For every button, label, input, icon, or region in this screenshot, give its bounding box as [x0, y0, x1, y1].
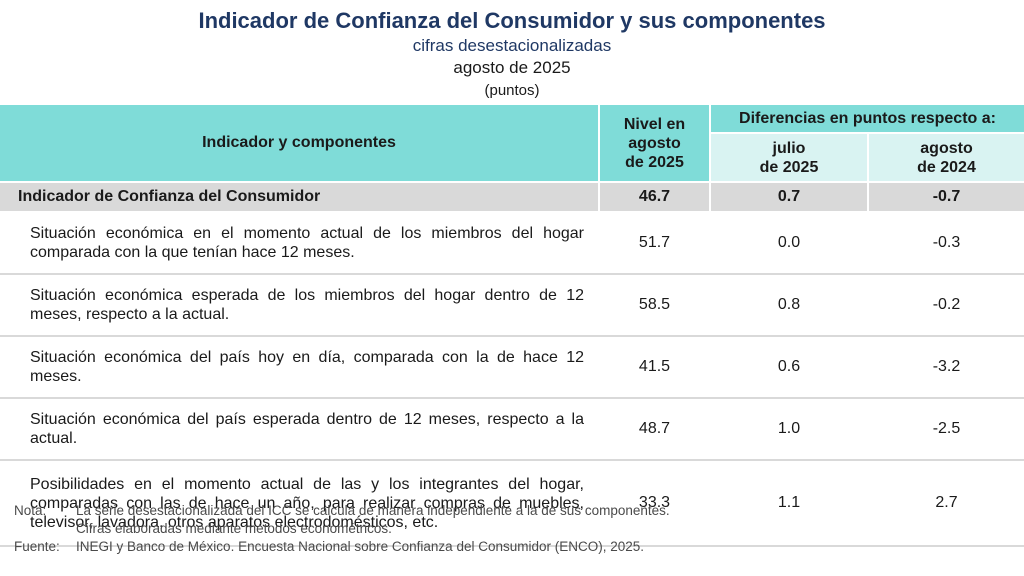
header-level-line: agosto: [628, 134, 681, 152]
footnotes: Nota: La serie desestacionalizada del IC…: [14, 502, 1014, 556]
table-row: Situación económica del país hoy en día,…: [0, 336, 1024, 399]
row-diff-july: 0.0: [710, 212, 869, 275]
header-august-line: agosto: [920, 139, 973, 157]
row-name: Indicador de Confianza del Consumidor: [0, 182, 600, 213]
header-differences: Diferencias en puntos respecto a:: [710, 105, 1024, 135]
row-level: 48.7: [599, 398, 711, 461]
table-header-row: Indicador y componentes Nivel en agosto …: [0, 105, 1024, 183]
header-level-line: de 2025: [625, 153, 684, 171]
row-name: Situación económica esperada de los miem…: [0, 274, 600, 337]
confidence-table: Indicador y componentes Nivel en agosto …: [0, 105, 1024, 547]
reference-date: agosto de 2025: [453, 58, 571, 77]
row-diff-august: -0.7: [868, 182, 1024, 213]
row-diff-july: 1.1: [710, 460, 869, 547]
page-subtitle: cifras desestacionalizadas: [412, 36, 612, 55]
row-name: Posibilidades en el momento actual de la…: [0, 460, 600, 547]
row-level: 58.5: [599, 274, 711, 337]
row-level: 41.5: [599, 336, 711, 399]
row-diff-july: 0.8: [710, 274, 869, 337]
table-row: Situación económica esperada de los miem…: [0, 274, 1024, 337]
row-diff-july: 0.7: [710, 182, 869, 213]
page-title: Indicador de Confianza del Consumidor y …: [198, 8, 826, 33]
header-july-line: de 2025: [759, 158, 819, 176]
row-diff-july: 1.0: [710, 398, 869, 461]
note-label: Nota:: [14, 503, 47, 518]
note-text-2: Cifras elaboradas mediante métodos econo…: [76, 521, 392, 536]
row-diff-august: -0.2: [868, 274, 1024, 337]
note-text-1: La serie desestacionalizada del ICC se c…: [76, 503, 670, 518]
source: Fuente: INEGI y Banco de México. Encuest…: [14, 538, 1014, 556]
header-august-line: de 2024: [917, 158, 976, 176]
header-august-2024: agosto de 2024: [868, 133, 1024, 183]
header-level: Nivel en agosto de 2025: [599, 105, 711, 183]
row-diff-august: -3.2: [868, 336, 1024, 399]
row-diff-august: -0.3: [868, 212, 1024, 275]
header-july-2025: julio de 2025: [710, 133, 869, 183]
note-continued: Cifras elaboradas mediante métodos econo…: [14, 520, 1014, 538]
table-row: Situación económica en el momento actual…: [0, 212, 1024, 275]
table-row: Situación económica del país esperada de…: [0, 398, 1024, 461]
row-name: Situación económica del país hoy en día,…: [0, 336, 600, 399]
table-subheader-row: julio de 2025 agosto de 2024: [0, 133, 1024, 183]
row-level: 46.7: [599, 182, 711, 213]
table-row: Posibilidades en el momento actual de la…: [0, 460, 1024, 547]
row-diff-july: 0.6: [710, 336, 869, 399]
header-july-line: julio: [772, 139, 806, 157]
source-label: Fuente:: [14, 539, 60, 554]
source-text: INEGI y Banco de México. Encuesta Nacion…: [76, 539, 645, 554]
row-name: Situación económica del país esperada de…: [0, 398, 600, 461]
header-indicator: Indicador y componentes: [0, 105, 600, 183]
units-label: (puntos): [484, 82, 540, 99]
row-name: Situación económica en el momento actual…: [0, 212, 600, 275]
row-diff-august: -2.5: [868, 398, 1024, 461]
table-row-icc: Indicador de Confianza del Consumidor 46…: [0, 182, 1024, 213]
header-level-line: Nivel en: [623, 115, 686, 133]
row-level: 51.7: [599, 212, 711, 275]
row-level: 33.3: [599, 460, 711, 547]
note: Nota: La serie desestacionalizada del IC…: [14, 502, 1014, 520]
row-diff-august: 2.7: [868, 460, 1024, 547]
